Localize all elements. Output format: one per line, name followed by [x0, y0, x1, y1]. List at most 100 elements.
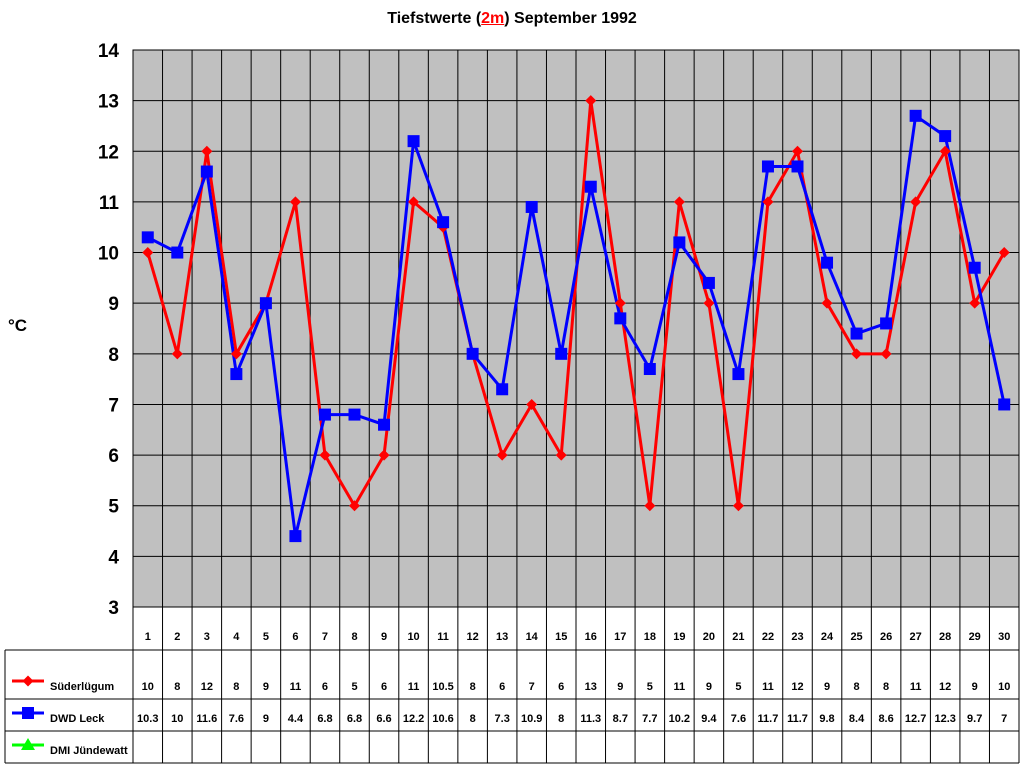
data-point [289, 196, 301, 208]
category-label: 14 [526, 631, 539, 643]
data-point [289, 530, 302, 543]
legend-marker [21, 738, 35, 750]
table-value: 9.7 [967, 713, 982, 725]
table-value: 10.9 [521, 713, 542, 725]
category-label: 27 [910, 631, 922, 643]
data-point [348, 408, 361, 421]
data-point [525, 200, 538, 213]
legend-label: Süderlügum [50, 681, 114, 693]
data-point [880, 317, 893, 330]
data-point [259, 297, 272, 310]
data-point [643, 363, 656, 376]
y-tick-label: 9 [108, 294, 119, 315]
table-value: 8.6 [878, 713, 893, 725]
category-label: 3 [204, 631, 210, 643]
table-value: 7 [529, 681, 535, 693]
table-value: 12 [939, 681, 951, 693]
data-point [821, 297, 833, 309]
data-point [614, 297, 626, 309]
table-value: 8.7 [613, 713, 628, 725]
category-label: 26 [880, 631, 892, 643]
category-label: 22 [762, 631, 774, 643]
data-point [910, 196, 922, 208]
category-label: 5 [263, 631, 269, 643]
table-value: 7.6 [731, 713, 746, 725]
table-value: 10 [171, 713, 183, 725]
grid-lines [132, 49, 1020, 763]
table-value: 11 [762, 681, 774, 693]
data-point [998, 247, 1010, 259]
category-label: 7 [322, 631, 328, 643]
table-value: 6 [322, 681, 328, 693]
data-point [998, 398, 1011, 411]
data-point [968, 261, 981, 274]
category-label: 19 [673, 631, 685, 643]
category-label: 18 [644, 631, 656, 643]
table-value: 11 [290, 681, 302, 693]
table-value: 12 [201, 681, 213, 693]
table-value: 12 [791, 681, 803, 693]
y-tick-label: 4 [108, 547, 119, 568]
table-value: 8 [233, 681, 239, 693]
y-tick-label: 12 [98, 142, 119, 163]
table-value: 6.6 [376, 713, 391, 725]
data-point [732, 500, 744, 512]
data-point [230, 348, 242, 360]
title-after: ) September 1992 [504, 10, 637, 27]
data-table: 1 2 3 4 5 6 7 8 9 10 11 12 13 14 15 16 17 18 19 20 21 22 23 24 2… [4, 631, 1019, 764]
category-label: 4 [233, 631, 240, 643]
data-point [584, 180, 597, 193]
data-point [585, 95, 597, 107]
table-value: 7.6 [229, 713, 244, 725]
table-value: 7.7 [642, 713, 657, 725]
data-point [496, 383, 509, 396]
table-value: 9.8 [819, 713, 834, 725]
table-value: 10.5 [432, 681, 453, 693]
category-label: 16 [585, 631, 597, 643]
table-value: 9 [263, 713, 269, 725]
legend-label: DWD Leck [50, 713, 105, 725]
y-tick-label: 10 [98, 244, 119, 265]
table-value: 6 [499, 681, 505, 693]
legend-marker [22, 707, 34, 719]
data-point [171, 246, 184, 259]
y-axis-label: °C [8, 316, 28, 335]
category-label: 1 [145, 631, 151, 643]
table-value: 6 [381, 681, 387, 693]
y-tick-label: 5 [108, 497, 119, 518]
data-point [673, 236, 686, 249]
data-point [437, 216, 450, 229]
table-value: 13 [585, 681, 597, 693]
table-value: 11.3 [580, 713, 601, 725]
table-value: 8 [883, 681, 889, 693]
y-tick-label: 14 [98, 41, 120, 62]
y-tick-label: 6 [108, 446, 119, 467]
data-point [614, 312, 627, 325]
table-value: 4.4 [288, 713, 304, 725]
table-value: 6 [558, 681, 564, 693]
data-point [644, 500, 656, 512]
data-point [319, 449, 331, 461]
table-value: 9 [617, 681, 623, 693]
data-point [762, 196, 774, 208]
title-before: Tiefstwerte ( [387, 10, 482, 27]
table-value: 12.3 [934, 713, 955, 725]
category-label: 10 [407, 631, 419, 643]
category-label: 11 [437, 631, 449, 643]
table-value: 8 [174, 681, 180, 693]
table-value: 11.7 [758, 713, 779, 725]
data-point [141, 231, 154, 244]
data-point [378, 418, 391, 431]
table-value: 10.2 [669, 713, 690, 725]
y-tick-label: 11 [99, 193, 120, 214]
table-value: 11 [910, 681, 922, 693]
table-value: 12.7 [905, 713, 926, 725]
y-tick-label: 7 [108, 395, 119, 416]
data-point [850, 327, 863, 340]
data-point [880, 348, 892, 360]
table-value: 5 [351, 681, 357, 693]
data-point [349, 500, 360, 512]
category-label: 28 [939, 631, 951, 643]
table-value: 7.3 [495, 713, 510, 725]
